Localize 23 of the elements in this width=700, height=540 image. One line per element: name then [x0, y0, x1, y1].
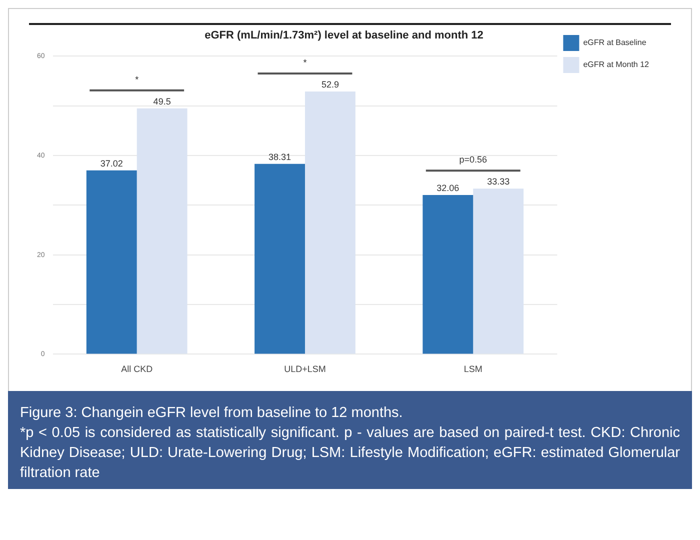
bar [254, 164, 305, 354]
bar [136, 108, 188, 354]
legend-label: eGFR at Month 12 [583, 60, 650, 70]
bar [422, 194, 474, 354]
x-tick-label: ULD+LSM [284, 364, 326, 374]
caption: Figure 3: Changein eGFR level from baseline to 12 months. [20, 404, 404, 423]
annotation: p=0.56 [459, 154, 488, 165]
data-label: 49.5 [153, 96, 171, 106]
data-label: 32.06 [436, 182, 460, 193]
chart-title: eGFR (mL/min/1.73m²) level at baseline and month 12 [204, 30, 484, 42]
annotation: * [303, 57, 308, 68]
bar [304, 91, 356, 354]
data-label: 37.02 [100, 158, 123, 168]
x-tick-label: LSM [464, 364, 482, 374]
text: *p < 0.05 is considered as statistically significant. p - values are based on paired-t test. CKD: Chronic Kidney Disease; ULD: Urate-Lowering Drug; LSM: Lifestyle Modification; eGFR: estimated Glomerular filtration rate [20, 424, 680, 483]
annotation: * [135, 74, 140, 84]
data-label: 38.31 [268, 152, 292, 162]
data-label: 33.33 [487, 176, 510, 187]
x-tick-label: All CKD [121, 364, 154, 374]
legend-label: eGFR at Baseline [583, 38, 647, 48]
bar [86, 170, 137, 354]
data-label: 52.9 [321, 79, 339, 90]
bar [473, 188, 524, 354]
